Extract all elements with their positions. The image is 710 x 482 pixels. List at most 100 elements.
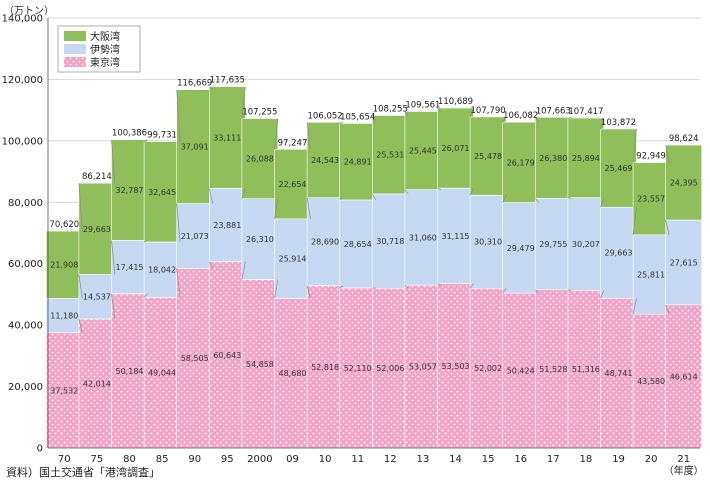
total-label: 103,872 — [601, 118, 636, 128]
connector-line — [111, 240, 116, 275]
data-label: 43,580 — [637, 377, 665, 386]
data-label: 50,184 — [116, 367, 144, 376]
x-tick-label: 75 — [91, 454, 104, 465]
bar-segment — [469, 116, 507, 196]
x-tick-label: 90 — [188, 454, 201, 465]
connector-line — [78, 183, 83, 232]
data-label: 30,718 — [376, 237, 404, 246]
data-label: 25,811 — [637, 271, 665, 280]
x-tick-label: 15 — [482, 454, 495, 465]
connector-line — [208, 188, 214, 204]
connector-line — [371, 193, 377, 201]
bar-segment — [371, 115, 409, 195]
connector-line — [339, 285, 344, 289]
connector-line — [535, 198, 539, 203]
connector-line — [567, 289, 572, 291]
bar-segment — [306, 285, 344, 449]
total-label: 99,731 — [147, 131, 177, 141]
data-label: 53,057 — [409, 363, 437, 372]
data-label: 58,505 — [181, 354, 209, 363]
bar-segment — [45, 230, 83, 299]
x-tick-label: 12 — [384, 454, 397, 465]
total-label: 106,082 — [503, 111, 538, 121]
x-tick-label: 70 — [58, 454, 71, 465]
data-label: 21,073 — [181, 232, 209, 241]
x-tick-label: 20 — [645, 454, 658, 465]
legend-swatch — [64, 57, 86, 67]
connector-line — [665, 145, 670, 163]
y-tick-label: 120,000 — [2, 75, 43, 86]
connector-line — [665, 304, 670, 315]
bar-segment — [632, 162, 670, 236]
connector-line — [600, 117, 605, 130]
y-tick-label: 40,000 — [8, 321, 43, 332]
x-tick-label: 11 — [351, 454, 364, 465]
data-label: 54,858 — [246, 360, 274, 369]
bar-segment — [600, 206, 637, 299]
bar-segment — [534, 198, 572, 291]
bar-segment — [78, 274, 116, 320]
total-label: 107,255 — [242, 108, 277, 118]
bar-segment — [209, 86, 246, 189]
total-label: 98,624 — [669, 134, 699, 144]
x-axis-label: （年度） — [664, 464, 704, 477]
data-label: 52,818 — [311, 363, 339, 372]
y-tick-label: 20,000 — [8, 382, 43, 393]
x-tick-label: 80 — [123, 454, 136, 465]
connector-line — [535, 117, 539, 123]
bar-segment — [111, 240, 148, 295]
data-label: 11,180 — [50, 312, 78, 321]
connector-line — [404, 111, 409, 116]
data-label: 30,207 — [572, 240, 600, 249]
connector-line — [437, 107, 442, 112]
data-label: 24,395 — [670, 179, 698, 188]
data-label: 23,881 — [213, 221, 241, 230]
bar-segment — [306, 197, 344, 287]
x-tick-label: 10 — [319, 454, 332, 465]
total-label: 107,663 — [536, 106, 571, 116]
data-label: 26,088 — [246, 155, 274, 164]
x-tick-label: 09 — [286, 454, 299, 465]
data-label: 31,060 — [409, 233, 437, 242]
data-label: 29,755 — [539, 240, 567, 249]
bar-segment — [502, 202, 540, 294]
bar-segment — [437, 107, 474, 189]
data-label: 31,115 — [442, 232, 470, 241]
x-tick-label: 21 — [677, 454, 690, 465]
connector-line — [502, 116, 507, 123]
bar-segment — [502, 292, 540, 449]
connector-line — [274, 279, 279, 299]
connector-line — [176, 89, 181, 142]
connector-line — [111, 293, 116, 320]
data-label: 25,894 — [572, 154, 600, 163]
connector-line — [176, 268, 181, 298]
x-tick-label: 16 — [514, 454, 527, 465]
data-label: 52,110 — [344, 364, 372, 373]
bar-segment — [111, 139, 148, 241]
bar-segment — [600, 297, 637, 449]
bar-segment — [404, 284, 442, 449]
connector-line — [502, 288, 507, 294]
data-label: 28,690 — [311, 238, 339, 247]
y-tick-label: 140,000 — [2, 14, 43, 25]
connector-line — [306, 122, 311, 150]
total-label: 92,949 — [636, 152, 666, 162]
data-label: 25,914 — [279, 255, 307, 264]
data-label: 25,531 — [376, 151, 404, 160]
data-label: 25,469 — [605, 164, 633, 173]
y-tick-label: 80,000 — [8, 198, 43, 209]
connector-line — [176, 203, 181, 242]
legend-entry: 大阪湾 — [90, 30, 120, 43]
connector-line — [437, 283, 442, 286]
bar-segment — [600, 128, 637, 208]
x-tick-label: 13 — [417, 454, 430, 465]
bar-segment — [209, 188, 246, 263]
connector-line — [437, 187, 442, 190]
bar-segment — [502, 121, 540, 203]
data-label: 51,316 — [572, 365, 600, 374]
data-label: 29,663 — [83, 225, 111, 234]
connector-line — [469, 187, 474, 196]
data-label: 33,111 — [213, 134, 241, 143]
data-label: 28,654 — [344, 240, 372, 249]
